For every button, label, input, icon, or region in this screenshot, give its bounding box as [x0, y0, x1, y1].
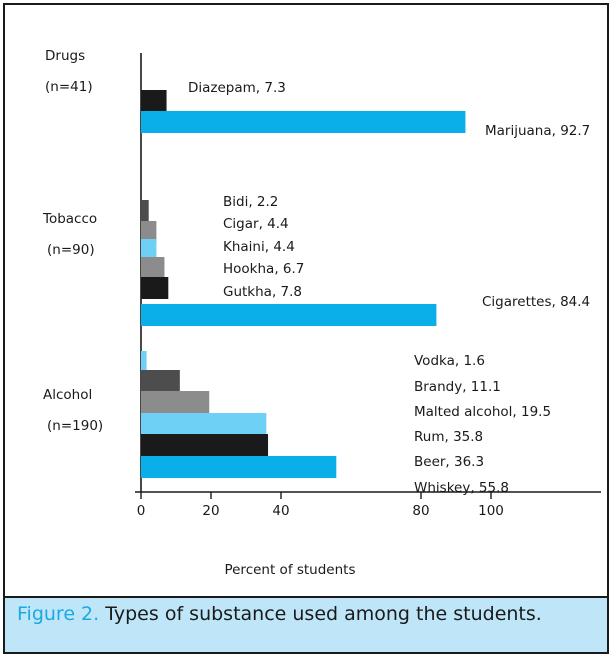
bar-khaini	[141, 239, 157, 261]
figure-caption: Figure 2. Types of substance used among …	[5, 596, 607, 652]
bar-rum	[141, 413, 267, 435]
x-tick-label-40: 40	[272, 503, 289, 519]
x-tick-label-20: 20	[202, 503, 219, 519]
group-n-tobacco: (n=90)	[47, 242, 95, 258]
bars-layer	[141, 90, 466, 478]
data-label-diazepam: Diazepam, 7.3	[188, 80, 286, 96]
data-label-malted-alcohol: Malted alcohol, 19.5	[414, 404, 551, 420]
data-label-beer: Beer, 36.3	[414, 454, 484, 470]
data-label-cigar: Cigar, 4.4	[223, 216, 289, 232]
bar-gutkha	[141, 277, 169, 299]
data-label-hookha: Hookha, 6.7	[223, 261, 304, 277]
bar-beer	[141, 434, 269, 456]
group-label-tobacco: Tobacco	[42, 211, 97, 227]
bar-brandy	[141, 370, 180, 392]
data-labels: Diazepam, 7.3 Marijuana, 92.7 Bidi, 2.2 Cig…	[188, 80, 590, 496]
data-label-bidi: Bidi, 2.2	[223, 194, 278, 210]
x-tick-label-100: 100	[478, 503, 504, 519]
data-label-cigarettes: Cigarettes, 84.4	[482, 294, 590, 310]
bar-chart: 0 20 40 80 100 Diazepam, 7.3 Marijuana, 92.7 B…	[42, 48, 601, 578]
caption-text: Types of substance used among the studen…	[105, 603, 542, 625]
x-ticks: 0 20 40 80 100	[137, 492, 504, 519]
bar-marijuana	[141, 111, 466, 133]
data-label-gutkha: Gutkha, 7.8	[223, 284, 302, 300]
x-axis-title: Percent of students	[224, 562, 355, 578]
figure-label: Figure 2.	[17, 603, 100, 625]
group-label-alcohol: Alcohol	[43, 387, 92, 403]
data-label-marijuana: Marijuana, 92.7	[485, 123, 590, 139]
data-label-rum: Rum, 35.8	[414, 429, 483, 445]
bar-diazepam	[141, 90, 167, 112]
data-label-khaini: Khaini, 4.4	[223, 239, 295, 255]
group-n-alcohol: (n=190)	[47, 418, 103, 434]
bar-hookha	[141, 257, 165, 279]
x-tick-label-0: 0	[137, 503, 146, 519]
data-label-whiskey: Whiskey, 55.8	[414, 480, 509, 496]
figure-frame: 0 20 40 80 100 Diazepam, 7.3 Marijuana, 92.7 B…	[3, 3, 609, 654]
bar-cigar	[141, 221, 157, 243]
bar-malted-alcohol	[141, 391, 210, 413]
group-label-drugs: Drugs	[45, 48, 85, 64]
bar-bidi	[141, 200, 149, 222]
data-label-brandy: Brandy, 11.1	[414, 379, 501, 395]
group-n-drugs: (n=41)	[45, 79, 93, 95]
group-labels: Drugs (n=41) Tobacco (n=90) Alcohol (n=190)	[42, 48, 103, 434]
bar-cigarettes	[141, 304, 437, 326]
data-label-vodka: Vodka, 1.6	[414, 353, 485, 369]
bar-whiskey	[141, 456, 337, 478]
x-tick-label-80: 80	[412, 503, 429, 519]
bar-vodka	[141, 351, 147, 373]
